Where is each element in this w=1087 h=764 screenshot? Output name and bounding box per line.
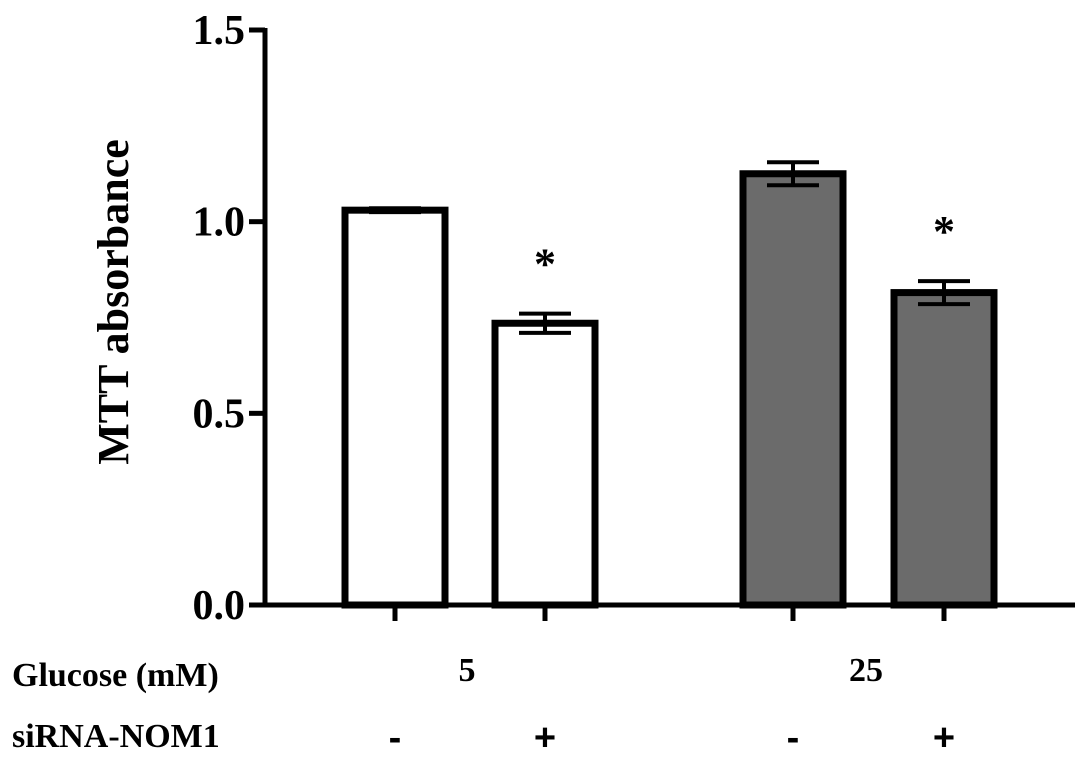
y-axis: 0.0 0.5 1.0 1.5 [193, 8, 268, 629]
glucose-group-label-25: 25 [849, 652, 883, 689]
y-tick-label: 1.0 [193, 200, 246, 246]
significance-marker: * [933, 207, 955, 256]
bars: ** [341, 160, 998, 609]
bar [890, 289, 998, 609]
significance-marker: * [534, 240, 556, 289]
y-tick-label: 0.5 [193, 391, 246, 437]
glucose-row-label: Glucose (mM) [12, 657, 219, 694]
y-axis-label: MTT absorbance [89, 139, 138, 465]
sirna-tick-label: + [534, 717, 556, 759]
sirna-tick-label: + [933, 717, 955, 759]
sirna-tick-label: - [389, 717, 402, 759]
bar [341, 206, 449, 609]
x-axis: - + - + [263, 602, 1075, 759]
y-tick-label: 0.0 [193, 583, 246, 629]
bar [491, 319, 599, 609]
sirna-row-label: siRNA-NOM1 [12, 718, 220, 755]
bar [739, 170, 847, 609]
glucose-group-label-5: 5 [459, 652, 476, 689]
y-tick-label: 1.5 [193, 8, 246, 54]
sirna-tick-label: - [787, 717, 800, 759]
